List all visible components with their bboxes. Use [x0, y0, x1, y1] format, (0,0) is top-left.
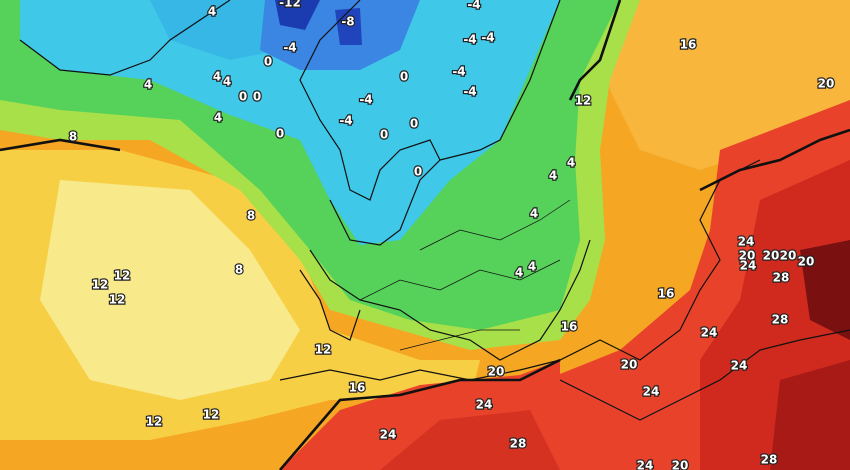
contour-label: 24 [740, 259, 757, 273]
contour-label: 0 [264, 55, 272, 69]
contour-label: 4 [567, 156, 575, 170]
contour-label: 20 [818, 77, 835, 91]
contour-label: -12 [279, 0, 301, 10]
contour-label: 4 [213, 70, 221, 84]
contour-label: 28 [761, 453, 778, 467]
contour-label: 4 [223, 75, 231, 89]
contour-label: -4 [339, 114, 352, 128]
contour-label: 28 [510, 437, 527, 451]
contour-label: 24 [637, 459, 654, 470]
contour-label: 20 [798, 255, 815, 269]
contour-label: -4 [359, 93, 372, 107]
contour-label: 8 [69, 130, 77, 144]
contour-label: 20 [621, 358, 638, 372]
contour-label: 4 [144, 78, 152, 92]
contour-label: 12 [315, 343, 332, 357]
contour-label: 0 [410, 117, 418, 131]
contour-label: 28 [772, 313, 789, 327]
contour-label: 0 [400, 70, 408, 84]
contour-label: 20 [739, 249, 756, 263]
contour-label: 4 [530, 207, 538, 221]
contour-label: 20 [780, 249, 797, 263]
contour-label: 4 [214, 111, 222, 125]
contour-label: 28 [773, 271, 790, 285]
contour-label: 24 [380, 428, 397, 442]
contour-label: 20 [672, 459, 689, 470]
contour-label: 16 [561, 320, 578, 334]
contour-label: 0 [239, 90, 247, 104]
contour-label: -4 [463, 85, 476, 99]
contour-label: 24 [701, 326, 718, 340]
contour-label: 12 [92, 278, 109, 292]
contour-label: 0 [380, 128, 388, 142]
contour-label: 8 [235, 263, 243, 277]
contour-label: 4 [515, 266, 523, 280]
contour-label: 12 [203, 408, 220, 422]
contour-label: -4 [467, 0, 480, 12]
contour-label: 8 [247, 209, 255, 223]
contour-label: 24 [738, 235, 755, 249]
contour-label: -4 [283, 41, 296, 55]
contour-label: 0 [414, 165, 422, 179]
contour-label: 4 [208, 5, 216, 19]
contour-label: 24 [476, 398, 493, 412]
contour-label: -4 [481, 31, 494, 45]
contour-label: 16 [658, 287, 675, 301]
contour-label: 12 [114, 269, 131, 283]
contour-label: -4 [463, 33, 476, 47]
contour-label: 16 [680, 38, 697, 52]
contour-label: -4 [452, 65, 465, 79]
contour-label: -8 [341, 15, 354, 29]
contour-label: 20 [488, 365, 505, 379]
contour-label: 12 [575, 94, 592, 108]
contour-label: 12 [109, 293, 126, 307]
contour-label: 24 [731, 359, 748, 373]
contour-label: 4 [549, 169, 557, 183]
contour-label: 16 [349, 381, 366, 395]
contour-label: 24 [643, 385, 660, 399]
contour-label: 20 [763, 249, 780, 263]
contour-label: 12 [146, 415, 163, 429]
contour-label: 0 [276, 127, 284, 141]
contour-label: 4 [528, 260, 536, 274]
contour-label: 0 [253, 90, 261, 104]
